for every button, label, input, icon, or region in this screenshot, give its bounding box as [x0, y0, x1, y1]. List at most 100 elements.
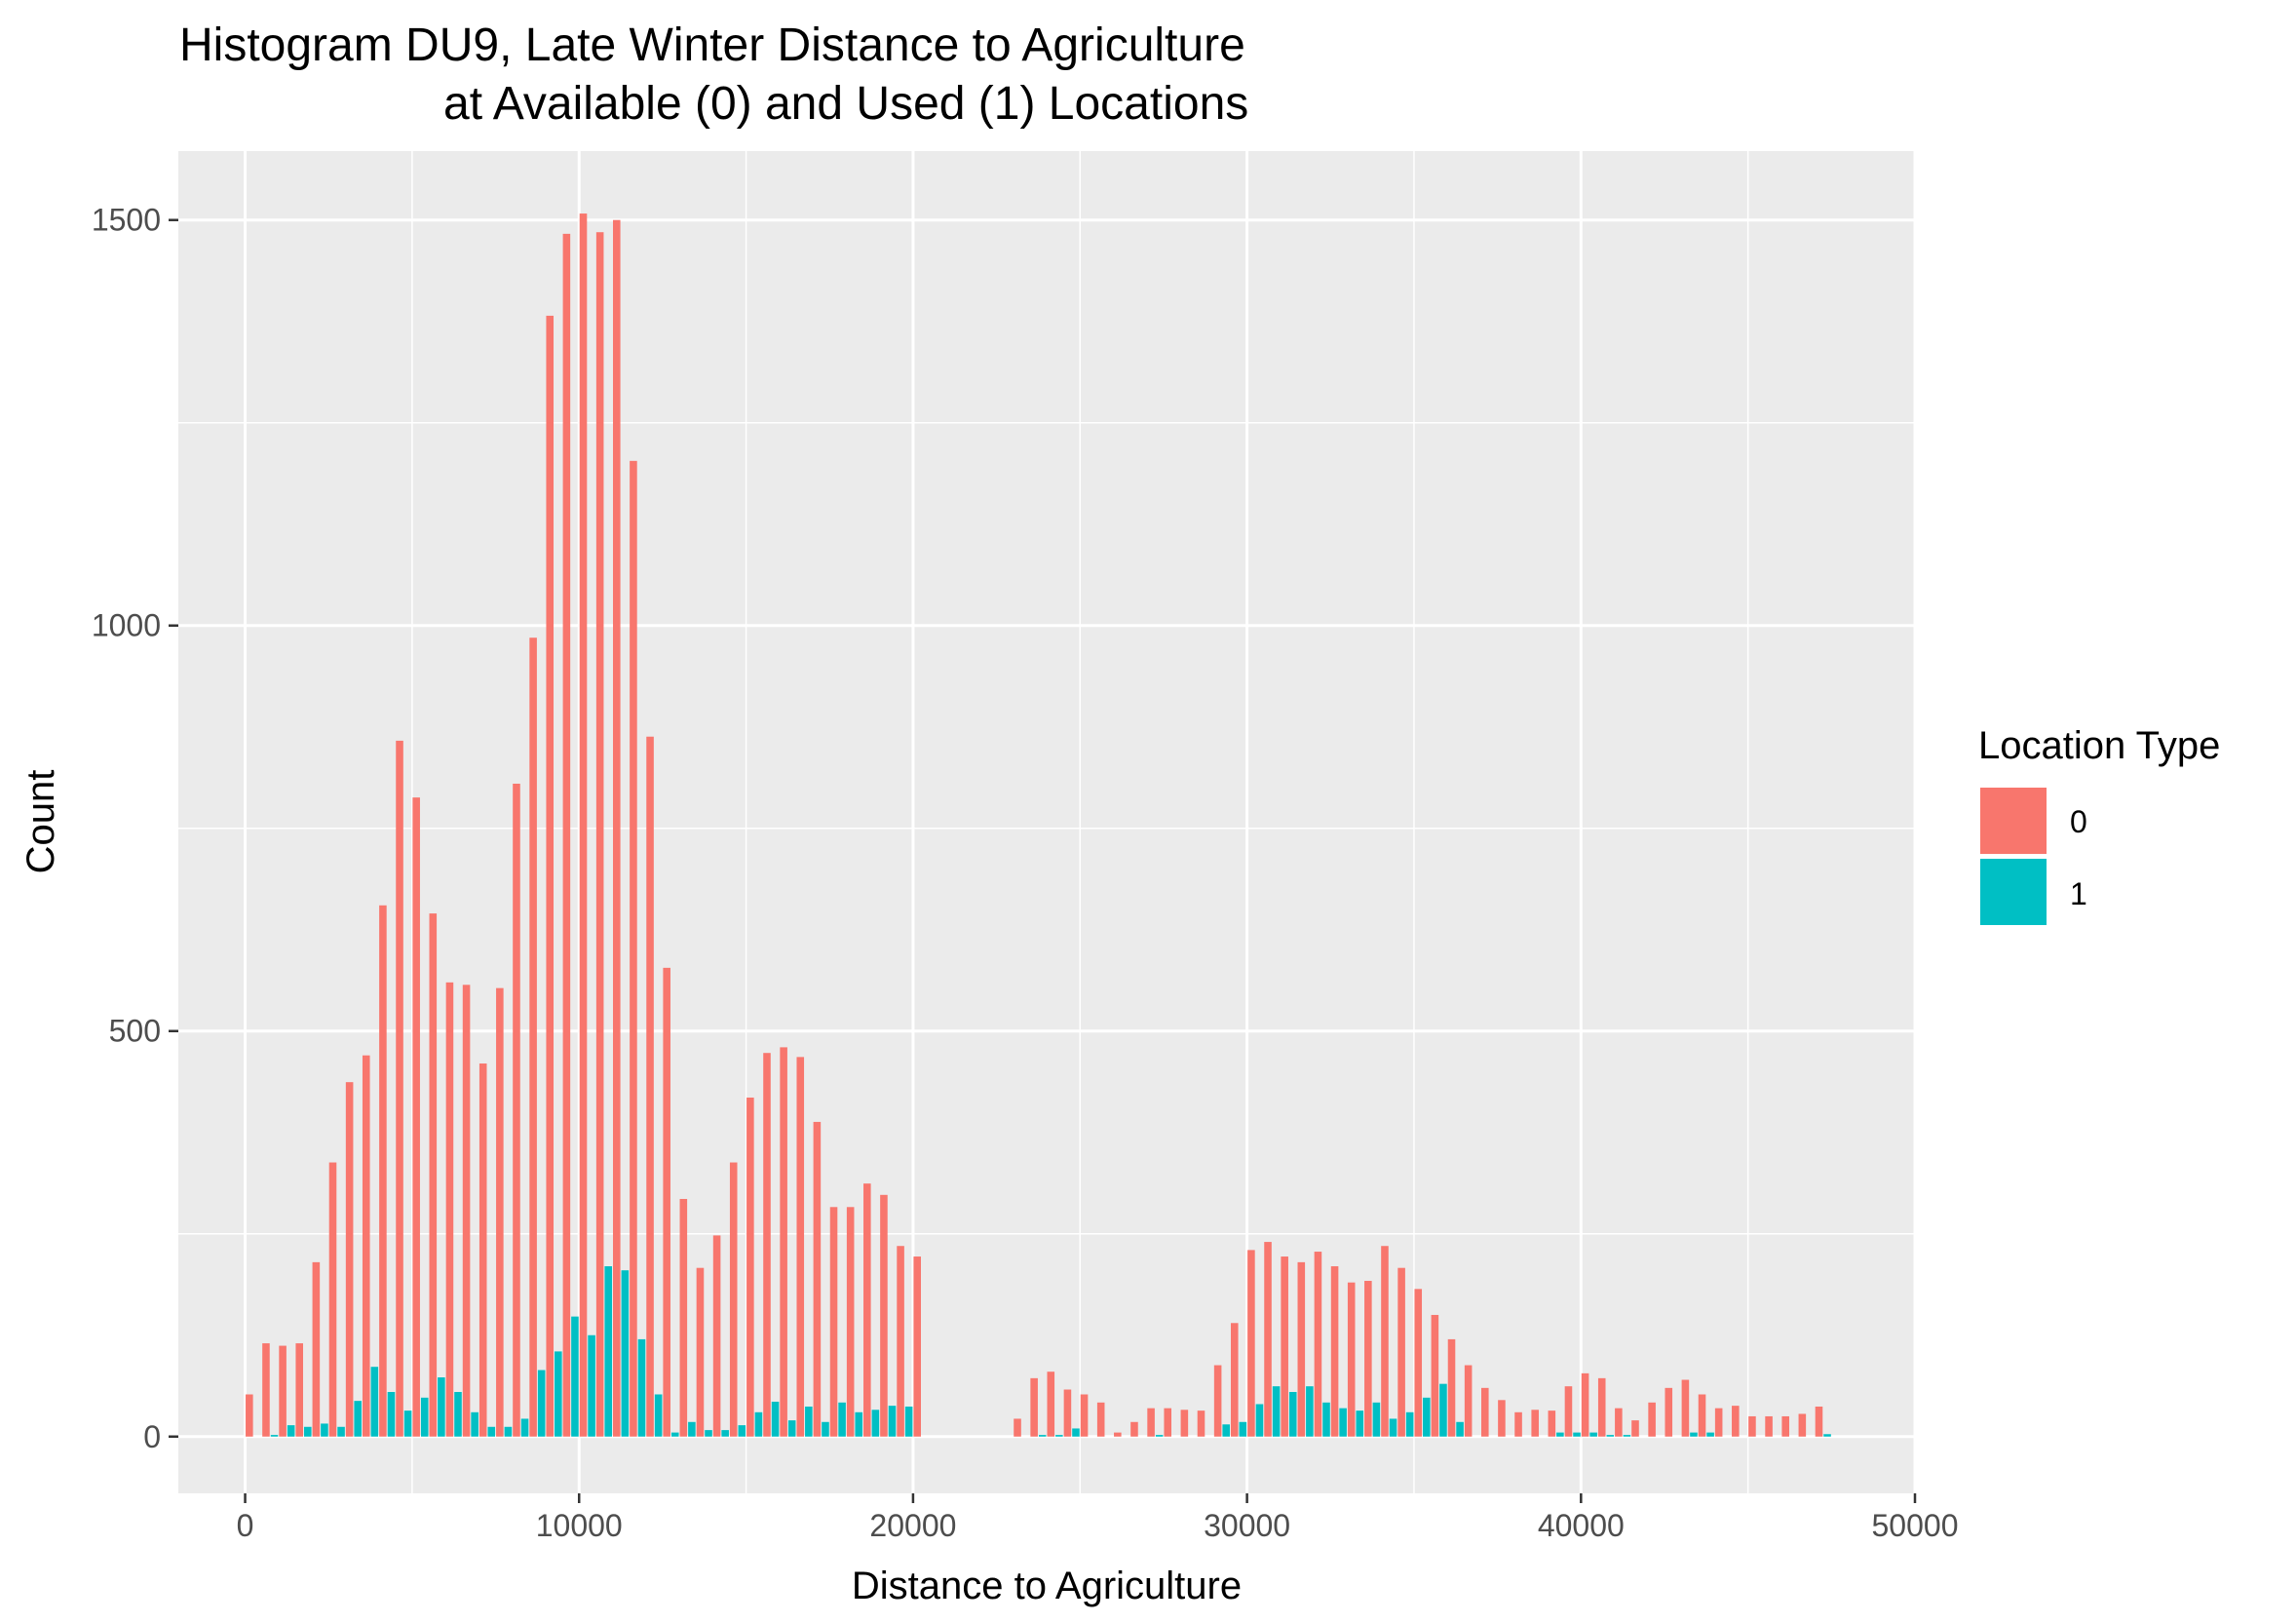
bar-series-0 [462, 985, 471, 1437]
bar-series-1 [571, 1316, 579, 1437]
legend-title: Location Type [1978, 724, 2220, 767]
bar-series-1 [721, 1430, 729, 1437]
bar-series-0 [1114, 1432, 1122, 1437]
bar-series-1 [904, 1406, 913, 1437]
bar-series-1 [1372, 1402, 1381, 1437]
bar-series-1 [454, 1391, 462, 1437]
bar-series-1 [471, 1411, 478, 1437]
bar-series-0 [746, 1097, 754, 1437]
bar-series-1 [787, 1420, 796, 1437]
bar-series-0 [813, 1121, 822, 1437]
bar-series-0 [1164, 1408, 1172, 1437]
bar-series-0 [1781, 1415, 1789, 1437]
bar-series-0 [763, 1053, 771, 1437]
bar-series-0 [780, 1047, 787, 1437]
bar-series-1 [871, 1410, 880, 1437]
bar-series-1 [287, 1425, 295, 1437]
y-axis-title: Count [19, 770, 62, 874]
x-tick-label: 40000 [1538, 1508, 1625, 1543]
bar-series-0 [1080, 1394, 1089, 1437]
bar-series-1 [1155, 1435, 1164, 1437]
bar-series-0 [1364, 1281, 1372, 1437]
bar-series-0 [1531, 1410, 1539, 1437]
bar-series-1 [387, 1391, 396, 1437]
bar-series-1 [688, 1421, 696, 1437]
bar-series-1 [370, 1367, 379, 1437]
bar-series-1 [1623, 1435, 1631, 1437]
bar-series-0 [1714, 1408, 1723, 1437]
bar-series-0 [445, 982, 454, 1437]
bar-series-0 [913, 1256, 921, 1437]
bar-series-1 [1456, 1421, 1464, 1437]
y-tick-label: 1000 [92, 608, 161, 643]
x-axis: 0 10000 20000 30000 40000 50000 [237, 1493, 1959, 1543]
bar-series-1 [855, 1411, 863, 1437]
bar-series-0 [412, 797, 420, 1437]
bar-series-0 [1732, 1406, 1740, 1437]
bar-series-1 [1573, 1432, 1581, 1437]
bar-series-1 [621, 1270, 630, 1437]
bar-series-1 [1589, 1432, 1597, 1437]
bar-series-0 [1631, 1420, 1639, 1437]
major-gridlines [178, 151, 1917, 1493]
bars-location-type-0 [246, 213, 1823, 1437]
bar-series-1 [754, 1411, 763, 1437]
bar-series-1 [354, 1401, 362, 1437]
bar-series-0 [663, 967, 670, 1437]
bar-series-0 [1798, 1413, 1807, 1437]
bar-series-0 [1180, 1410, 1189, 1437]
bar-series-1 [1038, 1435, 1047, 1437]
bar-series-0 [1464, 1365, 1473, 1437]
bar-series-0 [1481, 1387, 1489, 1437]
bar-series-0 [1498, 1400, 1506, 1437]
bar-series-0 [1447, 1338, 1456, 1437]
bar-series-1 [555, 1351, 562, 1437]
bar-series-0 [262, 1343, 270, 1437]
chart-title-line-2: at Available (0) and Used (1) Locations [443, 78, 1248, 130]
x-tick-label: 30000 [1204, 1508, 1290, 1543]
bar-series-0 [1581, 1372, 1589, 1437]
bar-series-0 [1414, 1289, 1423, 1437]
bar-series-0 [345, 1082, 354, 1437]
bar-series-1 [1272, 1386, 1281, 1437]
bar-series-0 [729, 1162, 738, 1437]
bar-series-0 [1748, 1415, 1756, 1437]
bar-series-0 [1130, 1421, 1138, 1437]
bar-series-0 [529, 638, 537, 1437]
bar-series-0 [496, 987, 504, 1437]
x-axis-title: Distance to Agriculture [852, 1565, 1242, 1607]
bar-series-1 [504, 1426, 513, 1437]
bar-series-1 [654, 1394, 663, 1437]
bar-series-1 [1823, 1434, 1831, 1437]
bar-series-0 [1514, 1411, 1522, 1437]
bar-series-1 [321, 1423, 328, 1437]
y-axis: 0 500 1000 1500 [92, 203, 178, 1454]
bar-series-0 [897, 1246, 904, 1437]
bar-series-0 [1815, 1406, 1823, 1437]
bar-series-0 [396, 740, 403, 1437]
bar-series-0 [630, 460, 637, 1437]
bar-series-1 [670, 1432, 679, 1437]
bar-series-0 [595, 232, 604, 1437]
bar-series-0 [880, 1194, 888, 1437]
bar-series-1 [888, 1406, 897, 1437]
y-tick-label: 1500 [92, 203, 161, 238]
bar-series-0 [679, 1198, 688, 1437]
legend-label-0: 0 [2070, 804, 2087, 839]
bar-series-0 [1314, 1252, 1322, 1437]
bar-series-0 [1281, 1256, 1288, 1437]
bar-series-0 [328, 1162, 337, 1437]
bar-series-1 [304, 1426, 312, 1437]
bar-series-0 [1431, 1314, 1439, 1437]
bar-series-0 [513, 783, 520, 1437]
bar-series-0 [1014, 1418, 1021, 1437]
bar-series-1 [520, 1418, 529, 1437]
bar-series-1 [1055, 1435, 1063, 1437]
bar-series-1 [403, 1410, 412, 1437]
bar-series-0 [478, 1063, 487, 1437]
bar-series-1 [487, 1426, 496, 1437]
legend-label-1: 1 [2070, 876, 2087, 911]
bar-series-1 [270, 1435, 279, 1437]
x-tick-label: 50000 [1872, 1508, 1959, 1543]
